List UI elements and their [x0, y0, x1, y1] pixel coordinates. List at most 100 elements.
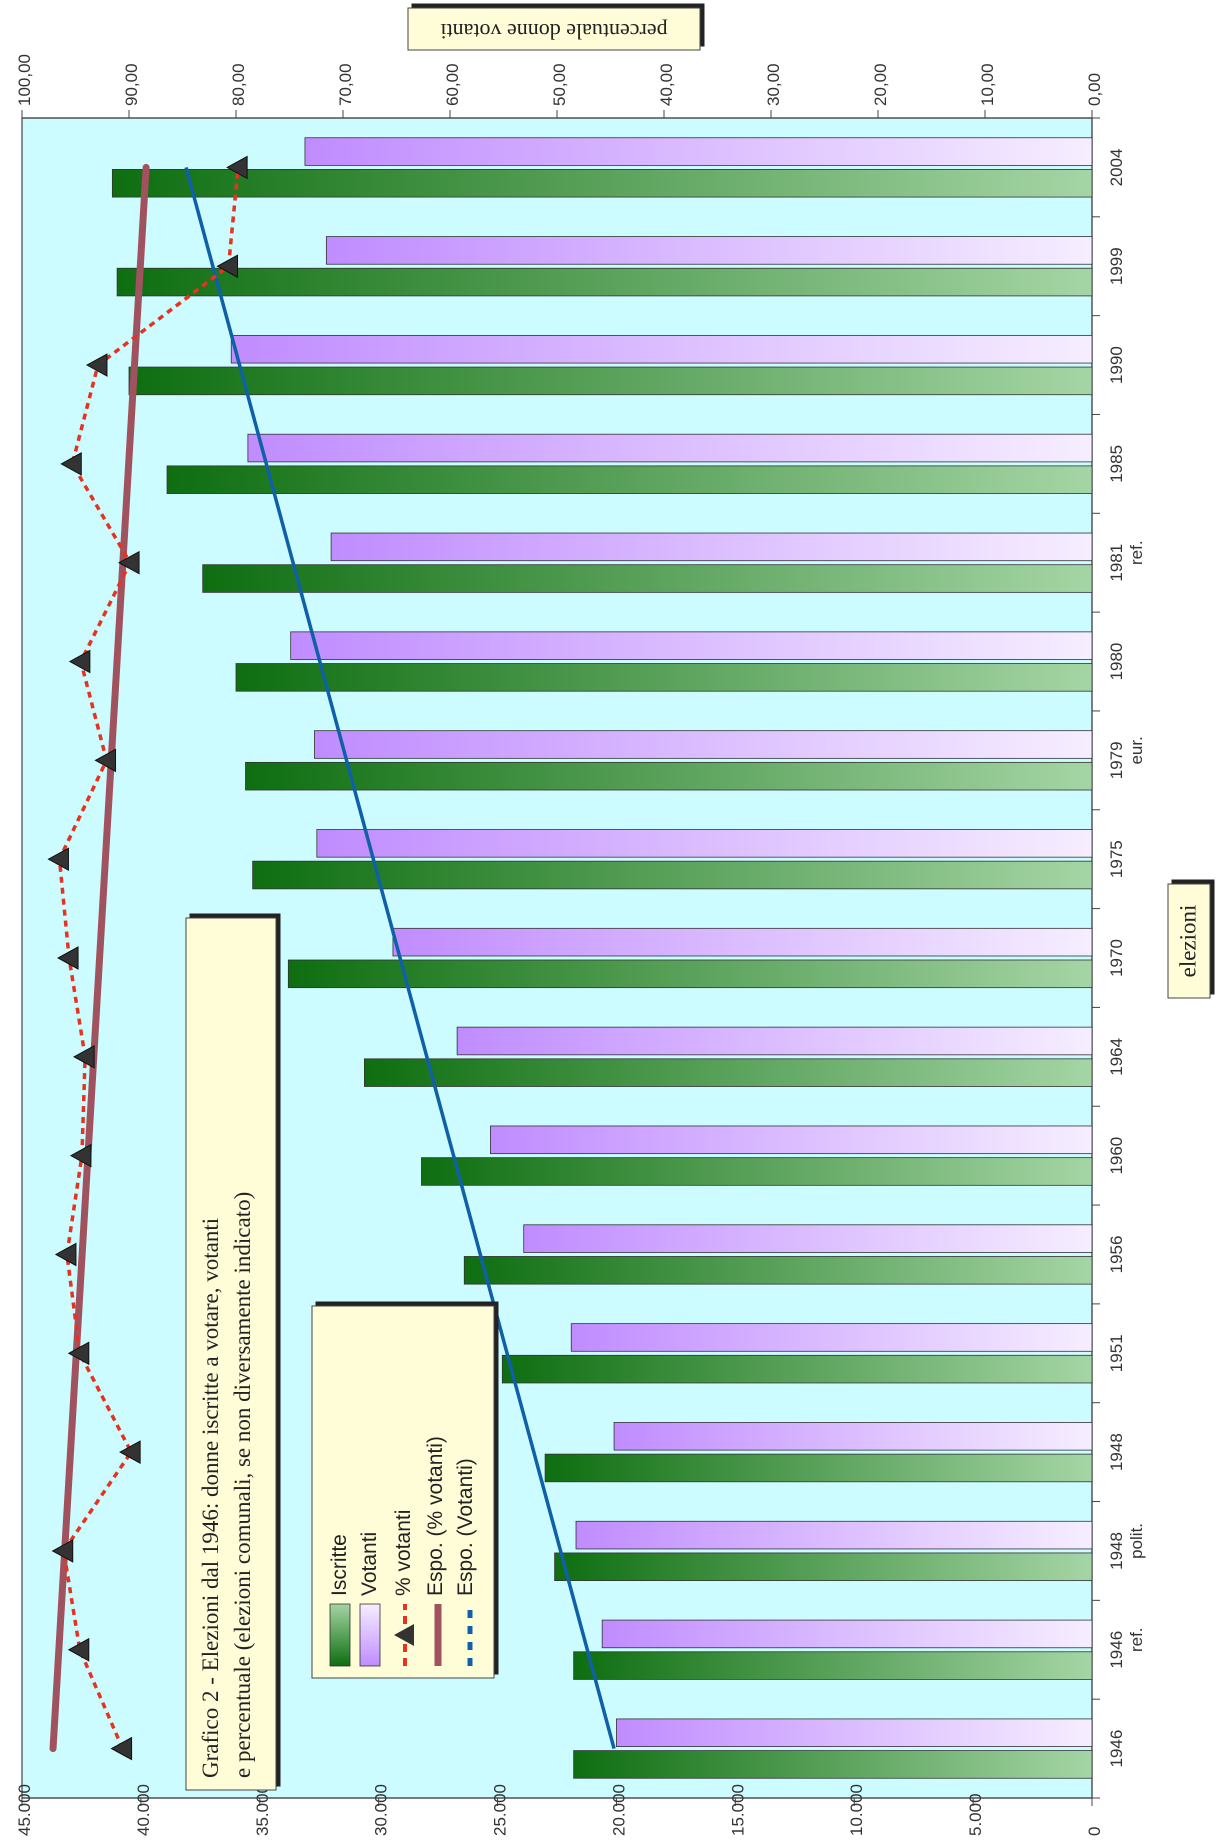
counts-tick-label: 15.000 [728, 1784, 747, 1836]
counts-tick-label: 25.000 [491, 1784, 510, 1836]
percent-votanti-marker [68, 649, 91, 674]
x-axis-title-box: elezioni [1167, 883, 1211, 999]
percent-tick-label: 80,00 [229, 63, 248, 106]
chart-title-line-2: e percentuale (elezioni comunali, se non… [230, 1192, 255, 1778]
percent-votanti-marker [226, 155, 248, 180]
bar-votanti [304, 137, 1093, 166]
category-label: 1956 [1107, 1236, 1126, 1274]
category-label: 1960 [1107, 1137, 1126, 1175]
category-sublabel: polit. [1127, 1523, 1146, 1559]
bar-votanti [330, 532, 1093, 562]
bar-votanti [601, 1619, 1093, 1649]
percent-tick-label: 90,00 [122, 63, 141, 106]
trend-percent-votanti-line [49, 163, 150, 1753]
category-label: 1948 [1107, 1433, 1126, 1471]
percent-votanti-marker [51, 1539, 74, 1563]
percent-votanti-marker [118, 550, 140, 575]
counts-tick-label: 40.000 [134, 1784, 153, 1836]
category-label: 1990 [1107, 346, 1126, 384]
category-label: 1951 [1107, 1334, 1126, 1372]
counts-tick-label: 45.000 [15, 1784, 34, 1836]
bar-iscritte [463, 1256, 1093, 1285]
counts-tick-label: 5.000 [966, 1793, 985, 1836]
bar-votanti [575, 1520, 1093, 1550]
percent-votanti-marker [94, 748, 117, 773]
percent-votanti-marker [47, 847, 69, 872]
percent-votanti-marker [110, 1736, 133, 1761]
counts-tick-label: 20.000 [609, 1784, 628, 1836]
category-sublabel: eur. [1127, 736, 1146, 764]
bar-votanti [456, 1026, 1093, 1056]
bar-votanti [314, 730, 1093, 759]
bar-votanti [613, 1422, 1093, 1451]
category-sublabel: ref. [1127, 540, 1146, 565]
percent-votanti-marker [67, 1341, 90, 1366]
percent-tick-label: 40,00 [657, 63, 676, 106]
percent-tick-label: 10,00 [978, 63, 997, 106]
bar-iscritte [573, 1750, 1093, 1779]
percent-axis-title-box: percentuale donne votanti [407, 7, 701, 51]
bar-iscritte [245, 761, 1093, 791]
legend-label: Espo. (Votanti) [454, 1458, 477, 1596]
category-label: 1946 [1107, 1631, 1126, 1669]
percent-tick-label: 100,00 [15, 54, 34, 106]
percent-axis-title: percentuale donne votanti [440, 19, 667, 44]
category-sublabel: ref. [1127, 1627, 1146, 1652]
bar-votanti [392, 927, 1093, 957]
percent-votanti-marker [54, 1242, 77, 1267]
bar-votanti [316, 829, 1093, 858]
bar-iscritte [166, 465, 1093, 494]
bar-votanti [570, 1323, 1093, 1352]
category-label: 1964 [1107, 1038, 1126, 1076]
counts-tick-label: 10.000 [847, 1784, 866, 1836]
legend-marker-percent-votanti [394, 1624, 414, 1646]
bar-iscritte [235, 663, 1093, 692]
bar-iscritte [573, 1651, 1093, 1680]
bar-iscritte [501, 1354, 1093, 1384]
bar-iscritte [252, 860, 1093, 890]
percent-votanti-marker [216, 254, 239, 279]
bar-iscritte [287, 959, 1093, 989]
percent-votanti-marker [69, 1143, 92, 1168]
category-label: 1979 [1107, 741, 1126, 779]
percent-votanti-marker [60, 452, 82, 476]
bar-iscritte [363, 1058, 1093, 1087]
bar-iscritte [202, 564, 1093, 593]
category-label: 1946 [1107, 1730, 1126, 1768]
bar-votanti [247, 433, 1093, 463]
x-axis-title: elezioni [1175, 905, 1200, 978]
chart-title-box: Grafico 2 - Elezioni dal 1946: donne isc… [185, 917, 277, 1791]
trend-votanti-line [184, 166, 616, 1750]
legend-label: Espo. (% votanti) [424, 1436, 447, 1596]
counts-tick-label: 0 [1085, 1827, 1104, 1836]
percent-tick-label: 30,00 [764, 63, 783, 106]
counts-tick-label: 35.000 [253, 1784, 272, 1836]
legend-label: % votanti [392, 1510, 415, 1596]
percent-votanti-marker [73, 1044, 95, 1069]
bar-votanti [523, 1224, 1093, 1253]
bar-votanti [490, 1125, 1093, 1155]
bar-iscritte [554, 1552, 1093, 1582]
percent-votanti-marker [57, 946, 79, 970]
percent-tick-label: 0,00 [1085, 73, 1104, 106]
percent-votanti-marker [119, 1440, 141, 1464]
category-label: 2004 [1107, 148, 1126, 186]
percent-tick-label: 70,00 [336, 63, 355, 106]
bar-iscritte [544, 1453, 1093, 1483]
category-label: 1981 [1107, 544, 1126, 582]
percent-tick-label: 20,00 [871, 63, 890, 106]
bar-iscritte [128, 366, 1093, 396]
bar-iscritte [116, 267, 1093, 297]
bar-votanti [230, 334, 1093, 364]
percent-votanti-marker [85, 353, 108, 377]
percent-tick-label: 50,00 [550, 63, 569, 106]
counts-tick-label: 30.000 [372, 1784, 391, 1836]
category-label: 1985 [1107, 445, 1126, 483]
legend-swatch-votanti [359, 1603, 381, 1667]
bar-votanti [616, 1718, 1093, 1747]
category-label: 1999 [1107, 247, 1126, 285]
legend-label: Votanti [358, 1532, 381, 1596]
percent-votanti-marker [67, 1637, 90, 1662]
